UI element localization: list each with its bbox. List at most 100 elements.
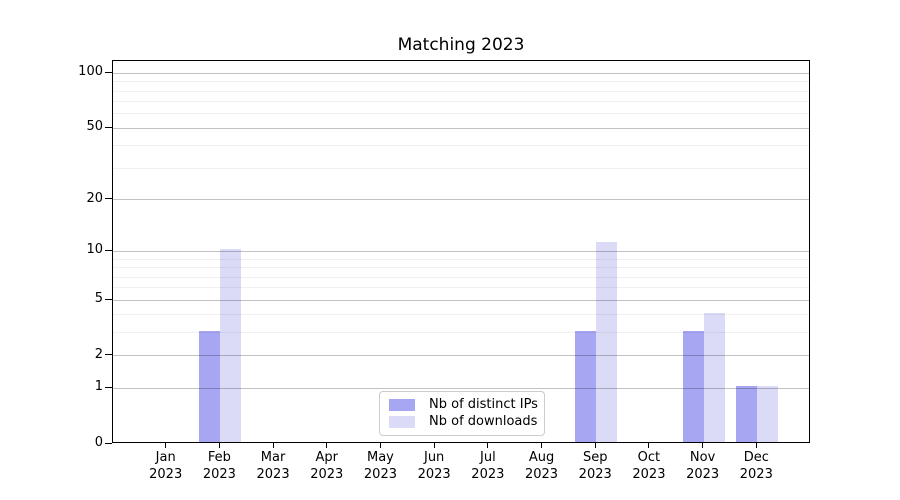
x-tick-label-nov: Nov 2023 bbox=[671, 449, 735, 483]
y-tick-100 bbox=[105, 71, 112, 73]
legend-swatch-downloads bbox=[389, 416, 415, 428]
x-tick-year: 2023 bbox=[739, 467, 773, 482]
gridline-major-20 bbox=[113, 199, 809, 201]
x-tick-year: 2023 bbox=[310, 467, 344, 482]
x-tick-month: Oct bbox=[637, 450, 661, 465]
gridline-major-1 bbox=[113, 387, 809, 389]
x-tick-month: Dec bbox=[743, 450, 769, 465]
gridline-minor-70 bbox=[113, 101, 809, 103]
legend-label-downloads: Nb of downloads bbox=[429, 414, 538, 429]
x-tick-year: 2023 bbox=[578, 467, 612, 482]
x-tick-month: Mar bbox=[260, 450, 286, 465]
gridline-minor-8 bbox=[113, 267, 809, 269]
gridline-minor-60 bbox=[113, 113, 809, 115]
x-tick-jul bbox=[487, 443, 489, 448]
x-tick-year: 2023 bbox=[149, 467, 183, 482]
x-tick-label-dec: Dec 2023 bbox=[724, 449, 788, 483]
x-tick-label-jul: Jul 2023 bbox=[456, 449, 520, 483]
x-tick-apr bbox=[326, 443, 328, 448]
x-tick-jan bbox=[165, 443, 167, 448]
x-tick-month: Jun bbox=[423, 450, 445, 465]
y-tick-0 bbox=[105, 442, 112, 444]
y-tick-20 bbox=[105, 198, 112, 200]
bar-downloads-dec bbox=[757, 386, 779, 442]
y-tick-1 bbox=[105, 386, 112, 388]
x-tick-label-jun: Jun 2023 bbox=[402, 449, 466, 483]
y-tick-2 bbox=[105, 354, 112, 356]
gridline-minor-9 bbox=[113, 258, 809, 260]
gridline-minor-4 bbox=[113, 314, 809, 316]
bar-distinct-ips-sep bbox=[575, 330, 597, 442]
gridline-major-5 bbox=[113, 299, 809, 301]
y-tick-label-50: 50 bbox=[86, 119, 103, 135]
x-tick-label-aug: Aug 2023 bbox=[510, 449, 574, 483]
chart-title: Matching 2023 bbox=[397, 35, 525, 55]
x-tick-month: Sep bbox=[582, 450, 608, 465]
legend-swatch-distinct-ips bbox=[389, 399, 415, 411]
x-tick-month: Nov bbox=[689, 450, 716, 465]
gridline-major-100 bbox=[113, 72, 809, 74]
x-tick-year: 2023 bbox=[471, 467, 505, 482]
y-tick-label-2: 2 bbox=[94, 346, 103, 362]
bar-distinct-ips-nov bbox=[682, 330, 704, 442]
legend-item-distinct-ips: Nb of distinct IPs bbox=[389, 397, 538, 413]
legend-item-downloads: Nb of downloads bbox=[389, 414, 538, 430]
x-tick-label-feb: Feb 2023 bbox=[187, 449, 251, 483]
legend: Nb of distinct IPs Nb of downloads bbox=[379, 391, 545, 436]
gridline-minor-80 bbox=[113, 90, 809, 92]
x-tick-month: Jul bbox=[480, 450, 496, 465]
x-tick-year: 2023 bbox=[256, 467, 290, 482]
gridline-major-10 bbox=[113, 250, 809, 252]
x-tick-label-may: May 2023 bbox=[348, 449, 412, 483]
x-tick-month: Feb bbox=[207, 450, 231, 465]
x-tick-month: Jan bbox=[155, 450, 176, 465]
plot-area bbox=[112, 60, 810, 443]
y-tick-10 bbox=[105, 249, 112, 251]
x-tick-label-mar: Mar 2023 bbox=[241, 449, 305, 483]
gridline-minor-6 bbox=[113, 287, 809, 289]
x-tick-month: May bbox=[367, 450, 394, 465]
bar-downloads-feb bbox=[220, 249, 242, 442]
bar-distinct-ips-dec bbox=[736, 386, 758, 442]
y-tick-label-0: 0 bbox=[94, 435, 103, 450]
gridline-minor-3 bbox=[113, 332, 809, 334]
y-tick-label-100: 100 bbox=[78, 64, 103, 80]
bar-distinct-ips-feb bbox=[199, 330, 221, 442]
x-tick-aug bbox=[541, 443, 543, 448]
x-tick-label-sep: Sep 2023 bbox=[563, 449, 627, 483]
y-tick-label-5: 5 bbox=[94, 291, 103, 307]
x-tick-month: Aug bbox=[528, 450, 555, 465]
legend-label-distinct-ips: Nb of distinct IPs bbox=[429, 397, 538, 412]
y-tick-label-20: 20 bbox=[86, 190, 103, 206]
gridline-minor-40 bbox=[113, 145, 809, 147]
x-tick-nov bbox=[702, 443, 704, 448]
gridline-major-2 bbox=[113, 355, 809, 357]
x-tick-jun bbox=[433, 443, 435, 448]
gridline-minor-7 bbox=[113, 276, 809, 278]
x-tick-year: 2023 bbox=[524, 467, 559, 482]
x-tick-month: Apr bbox=[315, 450, 339, 465]
x-tick-year: 2023 bbox=[202, 467, 236, 482]
gridline-major-50 bbox=[113, 127, 809, 129]
y-tick-label-1: 1 bbox=[94, 379, 103, 395]
bar-downloads-nov bbox=[703, 312, 725, 442]
x-tick-may bbox=[379, 443, 381, 448]
x-tick-year: 2023 bbox=[363, 467, 397, 482]
x-tick-year: 2023 bbox=[686, 467, 720, 482]
x-tick-year: 2023 bbox=[417, 467, 451, 482]
x-tick-mar bbox=[272, 443, 274, 448]
x-tick-sep bbox=[594, 443, 596, 448]
x-tick-year: 2023 bbox=[632, 467, 666, 482]
x-tick-feb bbox=[218, 443, 220, 448]
gridline-minor-30 bbox=[113, 167, 809, 169]
y-tick-label-10: 10 bbox=[86, 242, 103, 258]
x-tick-label-apr: Apr 2023 bbox=[295, 449, 359, 483]
gridline-minor-90 bbox=[113, 81, 809, 83]
x-tick-dec bbox=[755, 443, 757, 448]
bar-downloads-sep bbox=[596, 242, 618, 442]
x-tick-oct bbox=[648, 443, 650, 448]
x-tick-label-jan: Jan 2023 bbox=[134, 449, 198, 483]
y-tick-5 bbox=[105, 298, 112, 300]
y-tick-50 bbox=[105, 126, 112, 128]
